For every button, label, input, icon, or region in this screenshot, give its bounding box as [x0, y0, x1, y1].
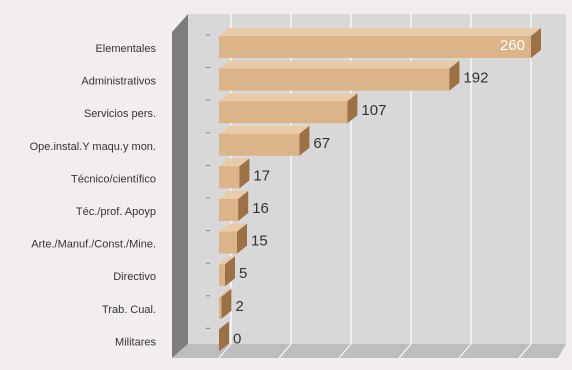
value-label: 2 — [235, 298, 243, 315]
value-label: 16 — [252, 200, 269, 217]
bar-top-face — [219, 191, 249, 199]
bar-front-face — [219, 68, 450, 91]
value-label: 5 — [239, 265, 247, 282]
chart-bars — [219, 28, 541, 352]
bar-top-face — [219, 60, 460, 69]
category-label: Téc./prof. Apoyp — [76, 206, 156, 218]
value-label: 0 — [233, 330, 241, 347]
bar — [219, 321, 229, 352]
bar-front-face — [219, 133, 300, 156]
category-label: Administrativos — [81, 76, 156, 88]
category-label: Técnico/científico — [71, 173, 156, 185]
category-label: Servicios pers. — [84, 108, 156, 120]
bar-side-face — [237, 223, 247, 254]
bar-front-face — [219, 296, 222, 319]
bar — [219, 223, 247, 254]
category-label: Arte./Manuf./Const./Mine. — [31, 239, 156, 251]
bar-front-face — [219, 101, 348, 124]
side-wall — [172, 14, 188, 358]
value-label: 15 — [251, 233, 268, 250]
value-labels: 260 192 107 67 17 16 155 2 0 — [233, 37, 525, 347]
floor-gridline — [278, 343, 292, 359]
bar — [219, 158, 250, 189]
bar — [219, 28, 541, 58]
value-label: 107 — [361, 102, 386, 119]
floor-gridline — [338, 343, 352, 359]
bar-side-face — [239, 158, 250, 189]
bar-front-face — [219, 199, 239, 221]
category-label: Directivo — [113, 271, 156, 283]
value-label: 17 — [253, 167, 270, 184]
category-label: Militares — [115, 336, 156, 348]
bar — [219, 93, 358, 124]
bar-front-face — [219, 231, 237, 254]
bar-front-face — [219, 264, 225, 287]
bar-top-face — [219, 256, 235, 265]
bar-top-face — [219, 158, 250, 167]
value-label: 67 — [313, 135, 330, 152]
floor-gridline — [458, 343, 472, 359]
bar-front-face — [219, 166, 240, 189]
category-ticks — [206, 34, 210, 329]
bar — [219, 60, 460, 91]
bar-top-face — [219, 93, 358, 102]
chart-floor — [172, 344, 566, 358]
floor-gridline — [518, 343, 532, 359]
bar — [219, 191, 249, 221]
bar-top-face — [219, 28, 541, 36]
category-labels: Elementales Administrativos Servicios pers… — [30, 43, 157, 348]
bar-side-face — [347, 93, 358, 124]
bar — [219, 288, 232, 319]
bar-side-face — [238, 191, 249, 221]
bar-side-face — [225, 256, 235, 287]
value-label: 260 — [500, 37, 525, 54]
bar — [219, 256, 235, 287]
bar-top-face — [219, 288, 232, 297]
bar-top-face — [219, 125, 310, 134]
floor-gridline — [218, 343, 232, 359]
bar-top-face — [219, 223, 247, 232]
category-label: Elementales — [95, 43, 156, 55]
bar-front-face — [219, 36, 531, 58]
bar-side-face — [531, 28, 541, 58]
bar — [219, 125, 310, 156]
value-label: 192 — [463, 70, 488, 87]
bar-side-face — [219, 321, 229, 352]
bar-side-face — [449, 60, 460, 91]
category-label: Trab. Cual. — [102, 304, 156, 316]
bar-side-face — [299, 125, 310, 156]
bar-side-face — [221, 288, 232, 319]
category-label: Ope.instal.Y maqu.y mon. — [30, 141, 156, 153]
floor-gridline — [398, 343, 412, 359]
